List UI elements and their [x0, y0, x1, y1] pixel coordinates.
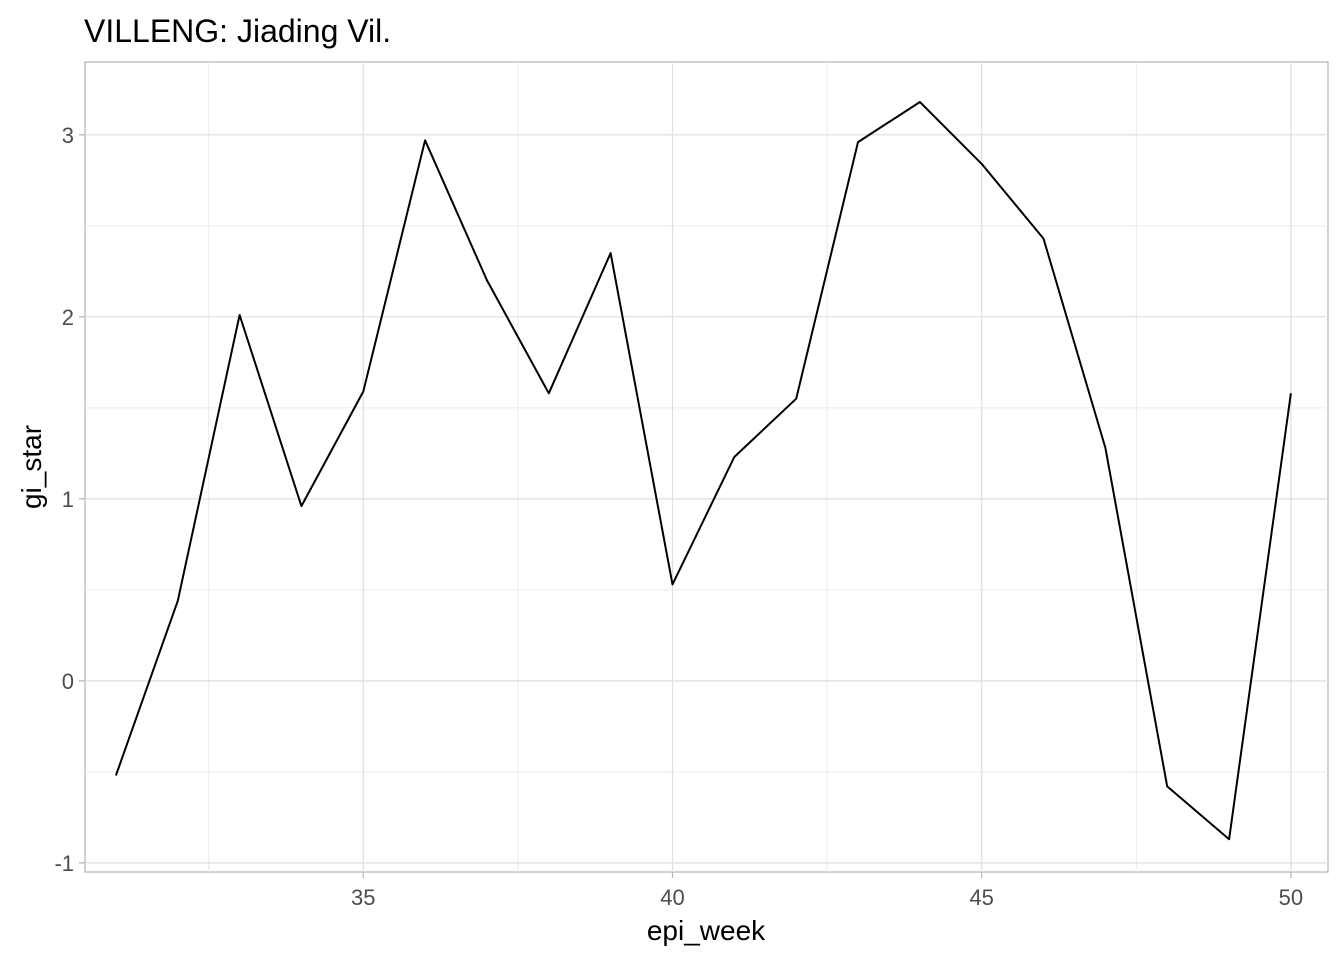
- y-tick-label: 0: [62, 669, 74, 694]
- x-tick-label: 40: [660, 885, 684, 910]
- y-axis-title: gi_star: [16, 425, 47, 509]
- y-tick-label: 3: [62, 123, 74, 148]
- series-line: [114, 101, 1292, 841]
- x-axis: 35 40 45 50: [351, 872, 1303, 910]
- series-layer: [114, 101, 1292, 841]
- chart-title: VILLENG: Jiading Vil.: [84, 13, 391, 49]
- x-tick-label: 50: [1279, 885, 1303, 910]
- x-tick-label: 45: [969, 885, 993, 910]
- y-tick-label: 2: [62, 305, 74, 330]
- y-axis: -1 0 1 2 3: [54, 123, 85, 876]
- plot-panel: [84, 61, 1329, 873]
- x-tick-label: 35: [351, 885, 375, 910]
- grid-lines: [85, 62, 1328, 872]
- y-tick-label: -1: [54, 851, 74, 876]
- x-axis-title: epi_week: [647, 915, 766, 946]
- y-tick-label: 1: [62, 487, 74, 512]
